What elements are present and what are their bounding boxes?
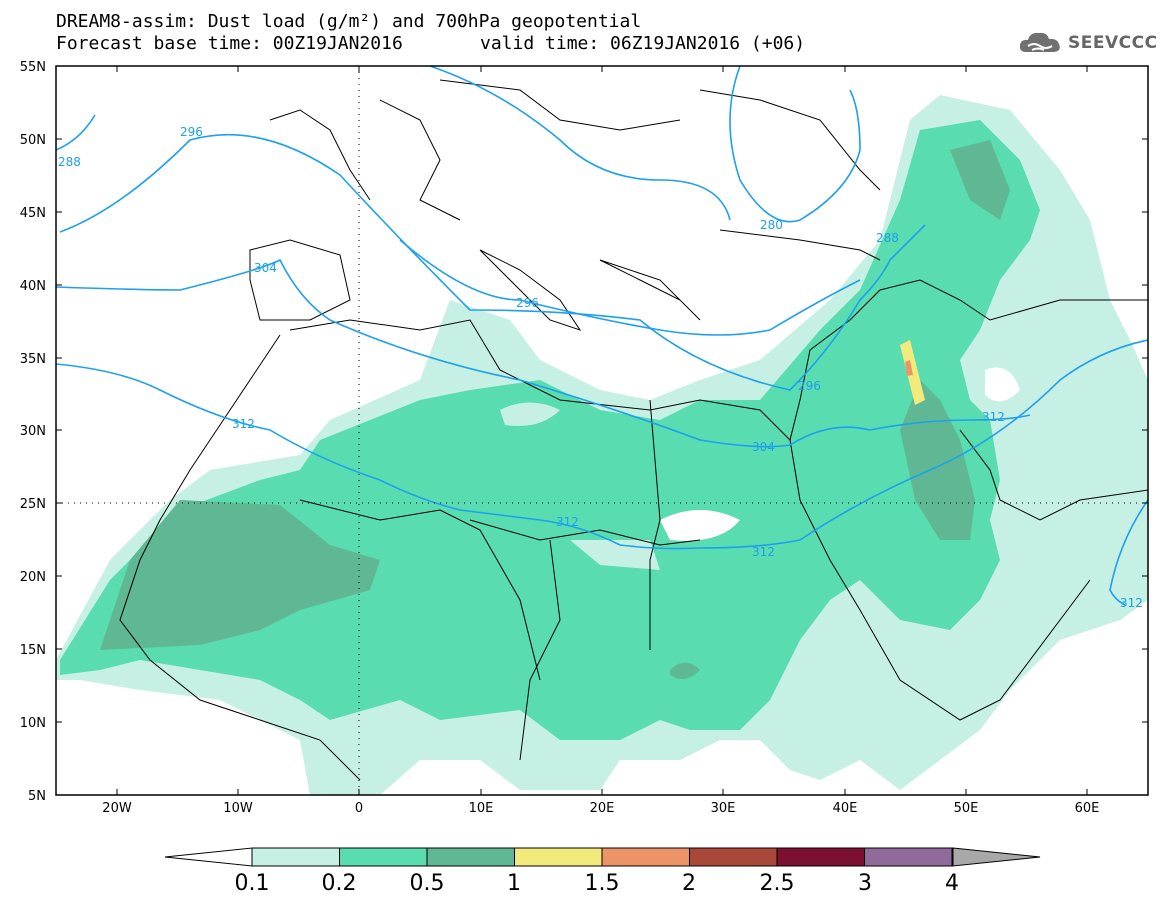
lat-label: 30N (20, 424, 46, 439)
contour-label: 312 (752, 545, 775, 559)
colorbar-box (251, 847, 340, 867)
contour-label: 312 (1120, 596, 1143, 610)
colorbar-label: 2.5 (760, 871, 795, 896)
contour-label: 312 (556, 515, 579, 529)
lat-label: 15N (20, 643, 46, 658)
logo-text: SEEVCCC (1068, 33, 1158, 53)
lon-label: 0 (355, 801, 363, 816)
lat-labels: 55N 50N 45N 40N 35N 30N 25N 20N 15N 10N … (20, 60, 46, 804)
colorbar-box (339, 847, 428, 867)
lat-label: 35N (20, 352, 46, 367)
colorbar-under-arrow (164, 847, 253, 867)
lon-label: 40E (833, 801, 858, 816)
graticule (56, 66, 1148, 795)
axis-ticks (56, 65, 1148, 795)
cloud-icon (1019, 32, 1060, 52)
map-title: DREAM8-assim: Dust load (g/m²) and 700hP… (56, 11, 642, 32)
colorbar-label: 1 (507, 871, 521, 896)
lon-labels: 20W 10W 0 10E 20E 30E 40E 50E 60E (102, 801, 1099, 816)
colorbar-over-arrow (952, 847, 1041, 867)
colorbar-box (864, 847, 953, 867)
contour-label: 288 (876, 231, 899, 245)
colorbar-box (776, 847, 865, 867)
contour-label: 280 (760, 218, 783, 232)
colorbar-box (689, 847, 778, 867)
lon-label: 30E (711, 801, 736, 816)
colorbar-box (514, 847, 603, 867)
colorbar-box (426, 847, 515, 867)
contour-label-layer: 296 288 304 296 280 288 296 312 312 312 … (58, 125, 1143, 610)
lat-label: 40N (20, 279, 46, 294)
lat-label: 55N (20, 60, 46, 75)
lon-label: 20W (102, 801, 132, 816)
valid-time: valid time: 06Z19JAN2016 (+06) (480, 33, 806, 54)
colorbar-boxes (251, 847, 953, 867)
lat-label: 5N (28, 789, 46, 804)
colorbar-label: 0.5 (410, 871, 445, 896)
contour-label: 312 (982, 410, 1005, 424)
lat-label: 25N (20, 497, 46, 512)
colorbar-label: 0.2 (322, 871, 357, 896)
colorbar-label: 4 (945, 871, 959, 896)
lat-label: 20N (20, 570, 46, 585)
coastlines (119, 79, 1148, 781)
lon-label: 10E (469, 801, 494, 816)
colorbar-label: 0.1 (235, 871, 270, 896)
lon-label: 50E (954, 801, 979, 816)
lat-label: 10N (20, 716, 46, 731)
contour-label: 288 (58, 155, 81, 169)
lat-label: 45N (20, 206, 46, 221)
contour-label: 304 (752, 440, 775, 454)
seevccc-logo: SEEVCCC (1018, 28, 1158, 58)
lon-label: 10W (223, 801, 253, 816)
forecast-base-time: Forecast base time: 00Z19JAN2016 (56, 33, 403, 54)
colorbar-label: 1.5 (585, 871, 620, 896)
contour-label: 296 (798, 379, 821, 393)
lat-label: 50N (20, 133, 46, 148)
dust-load-field (56, 95, 1148, 795)
lon-label: 20E (590, 801, 615, 816)
colorbar-label: 3 (858, 871, 872, 896)
lon-label: 60E (1075, 801, 1100, 816)
geopotential-contours (56, 66, 1148, 606)
contour-label: 296 (516, 296, 539, 310)
contour-label: 312 (232, 417, 255, 431)
colorbar-labels: 0.1 0.2 0.5 1 1.5 2 2.5 3 4 (235, 871, 960, 896)
colorbar: 0.1 0.2 0.5 1 1.5 2 2.5 3 4 (164, 847, 1041, 896)
colorbar-box (601, 847, 690, 867)
contour-label: 296 (180, 125, 203, 139)
colorbar-label: 2 (682, 871, 696, 896)
contour-label: 304 (254, 261, 277, 275)
